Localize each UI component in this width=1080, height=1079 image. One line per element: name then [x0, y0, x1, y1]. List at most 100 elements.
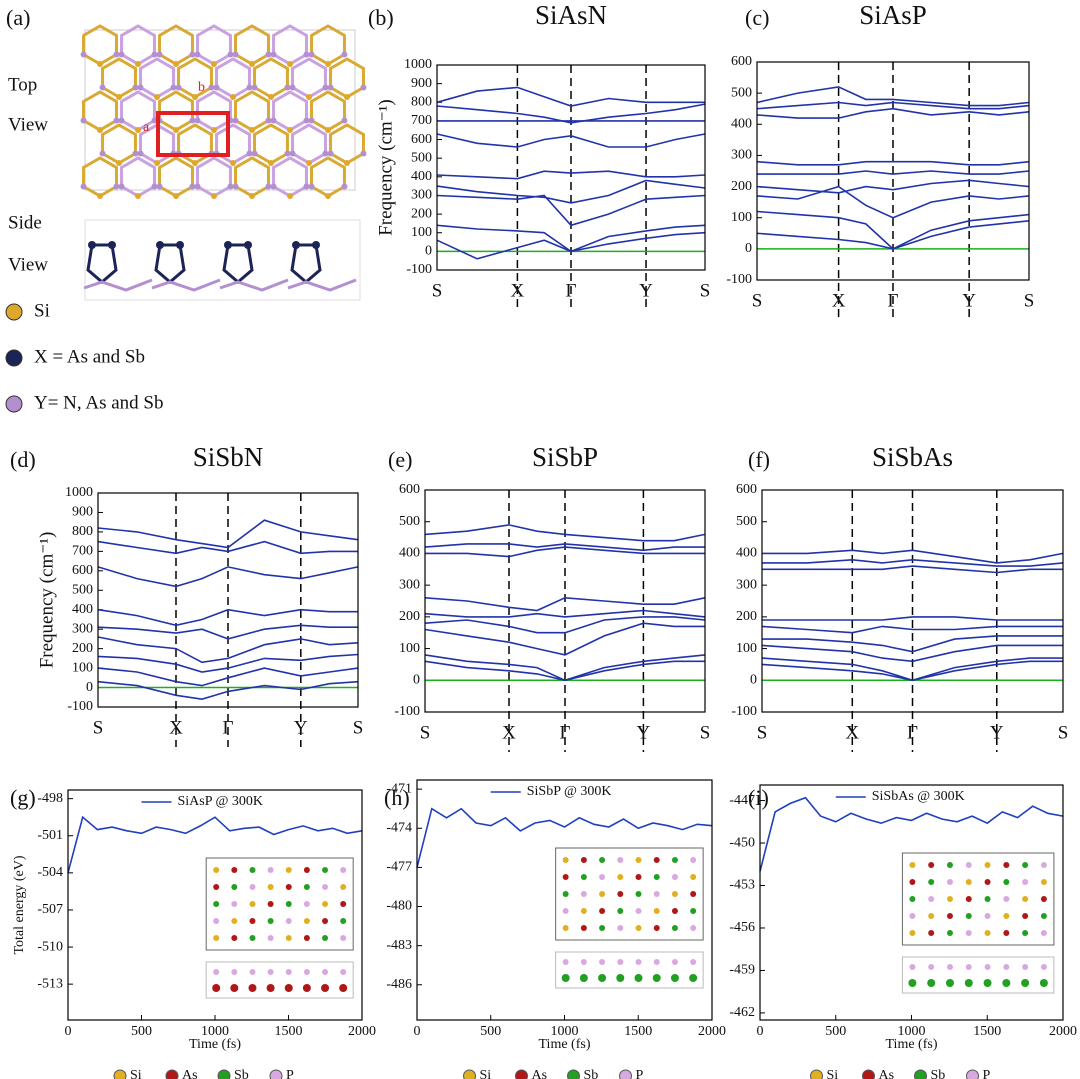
y-tick-label: -100 — [406, 262, 432, 277]
x-tick-label: 1500 — [973, 1024, 1001, 1039]
atom — [325, 127, 331, 133]
atom — [151, 183, 158, 190]
y-tick-label: -504 — [37, 865, 63, 880]
inset-atom — [599, 874, 606, 880]
hexagon — [329, 57, 365, 99]
inset-atom — [616, 974, 625, 982]
atom — [118, 117, 125, 124]
atom-marker — [619, 1069, 632, 1079]
atom-marker — [966, 1069, 979, 1079]
inset-atom — [909, 930, 916, 936]
inset-atom — [652, 974, 661, 982]
x-tick-label: Γ — [560, 722, 571, 743]
series-line — [436, 194, 706, 227]
legend-label: SiAsP @ 300K — [178, 794, 264, 809]
atom — [244, 241, 252, 249]
y-tick-label: 0 — [413, 673, 420, 688]
y-tick-label: 200 — [411, 206, 432, 221]
hexagon — [158, 24, 194, 66]
inset-atom — [689, 974, 698, 982]
inset-atom — [213, 867, 220, 873]
y-tick-label: 0 — [745, 241, 752, 256]
atom-label: Sb — [234, 1068, 249, 1079]
atom-marker — [113, 1069, 127, 1079]
side-bond — [287, 278, 357, 292]
inset-atom — [562, 908, 569, 914]
panel-label: (d) — [10, 447, 36, 472]
chart-title: SiSbAs — [872, 442, 953, 472]
inset-atom — [909, 862, 916, 868]
atom — [213, 84, 220, 91]
atom — [265, 183, 272, 190]
atom — [308, 183, 315, 190]
inset-atom — [671, 857, 678, 863]
inset-atom — [231, 935, 238, 941]
x-tick-label: Y — [962, 290, 976, 311]
x-tick-label: Y — [637, 722, 651, 743]
inset-atom — [653, 891, 660, 897]
atom — [270, 51, 277, 58]
inset-atom — [339, 984, 348, 992]
x-tick-label: X — [511, 280, 525, 301]
x-tick-label: Y — [990, 722, 1004, 743]
inset-atom — [1040, 930, 1047, 936]
series-line — [436, 133, 706, 148]
atom — [289, 84, 296, 91]
series-line — [416, 807, 713, 868]
series-line — [424, 596, 706, 612]
inset-atom — [984, 879, 991, 885]
series-line — [761, 660, 1063, 682]
hexagon — [272, 90, 308, 132]
x-tick-label: 1000 — [898, 1024, 926, 1039]
y-tick-label: -462 — [729, 1005, 755, 1020]
side-bond — [83, 278, 153, 292]
x-tick-label: S — [700, 722, 711, 743]
inset-atom — [927, 979, 936, 987]
atom — [287, 61, 293, 67]
view-label: View — [8, 254, 48, 275]
atom — [246, 150, 253, 157]
series-line — [97, 624, 358, 640]
hexagon — [215, 57, 251, 99]
inset-atom — [1022, 964, 1029, 970]
atom — [265, 117, 272, 124]
atom — [97, 61, 103, 67]
inset-atom — [562, 959, 569, 965]
atom-label: Si — [827, 1068, 839, 1079]
inset-atom — [909, 896, 916, 902]
y-tick-label: 400 — [399, 546, 420, 561]
x-tick-label: X — [832, 290, 846, 311]
inset-atom — [1003, 913, 1010, 919]
side-bond — [222, 243, 254, 284]
inset-atom — [231, 918, 238, 924]
hexagon — [82, 24, 118, 66]
plot-frame — [759, 784, 1064, 1021]
atom — [113, 51, 120, 58]
y-axis-label: Total energy (eV) — [12, 855, 27, 954]
inset-atom — [909, 964, 916, 970]
y-tick-label: 400 — [736, 546, 757, 561]
inset-atom — [945, 979, 954, 987]
series-line — [424, 543, 705, 552]
atom — [249, 127, 255, 133]
atom — [232, 51, 239, 58]
atom-marker — [567, 1069, 580, 1079]
hexagon — [329, 123, 365, 165]
inset-atom — [322, 867, 329, 873]
x-tick-label: 2000 — [348, 1024, 376, 1039]
y-tick-label: -507 — [37, 902, 63, 917]
inset-atom — [908, 979, 917, 987]
hexagon — [291, 57, 327, 99]
chart-title: SiSbP — [532, 442, 598, 472]
inset-atom — [285, 867, 292, 873]
chart-title: SiAsN — [535, 0, 607, 30]
y-tick-label: 700 — [72, 544, 93, 559]
x-tick-label: S — [432, 280, 443, 301]
plot-frame — [424, 489, 706, 713]
series-line — [756, 107, 1030, 119]
y-tick-label: -100 — [726, 272, 752, 287]
cell-label: a — [143, 120, 150, 135]
panel-label: (i) — [748, 785, 769, 810]
atom — [325, 61, 331, 67]
y-tick-label: -486 — [386, 977, 412, 992]
